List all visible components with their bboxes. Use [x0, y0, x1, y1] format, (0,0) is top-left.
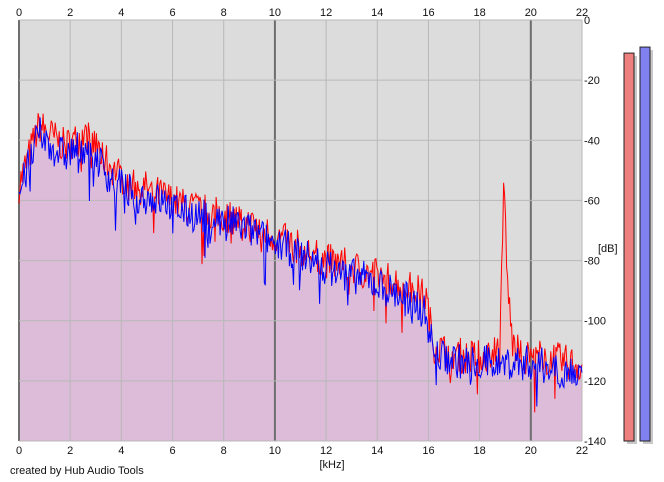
x-tick-label-top: 0	[16, 7, 22, 19]
x-tick-label-top: 16	[422, 7, 434, 19]
y-tick-label: -120	[584, 376, 606, 388]
level-meter-bar	[623, 52, 635, 442]
x-tick-label-bottom: 6	[169, 445, 175, 457]
x-tick-label-top: 2	[67, 7, 73, 19]
y-tick-label: -80	[584, 256, 600, 268]
x-tick-label-bottom: 2	[67, 445, 73, 457]
y-axis-label: [dB]	[598, 243, 618, 255]
x-tick-label-top: 20	[525, 7, 537, 19]
x-tick-label-bottom: 20	[525, 445, 537, 457]
x-tick-label-bottom: 8	[221, 445, 227, 457]
level-meter-bar	[639, 46, 651, 442]
x-tick-label-top: 14	[371, 7, 383, 19]
credit-text: created by Hub Audio Tools	[10, 465, 144, 477]
x-axis-label: [kHz]	[319, 459, 344, 471]
blue-channel-line	[18, 117, 583, 407]
axis-ticks: 002244668810101212141416161818202022220-…	[16, 7, 606, 457]
y-tick-label: 0	[584, 15, 590, 27]
y-tick-label: -20	[584, 75, 600, 87]
x-tick-label-top: 18	[474, 7, 486, 19]
x-tick-label-bottom: 0	[16, 445, 22, 457]
x-tick-label-top: 8	[221, 7, 227, 19]
y-tick-label: -100	[584, 316, 606, 328]
y-tick-label: -60	[584, 195, 600, 207]
x-tick-label-top: 6	[169, 7, 175, 19]
x-tick-label-bottom: 22	[576, 445, 588, 457]
y-tick-label: -140	[584, 436, 606, 448]
x-tick-label-bottom: 10	[269, 445, 281, 457]
level-meters	[623, 46, 653, 445]
x-tick-label-top: 12	[320, 7, 332, 19]
y-tick-label: -40	[584, 135, 600, 147]
x-tick-label-top: 10	[269, 7, 281, 19]
x-tick-label-bottom: 18	[474, 445, 486, 457]
x-tick-label-bottom: 16	[422, 445, 434, 457]
x-tick-label-top: 4	[118, 7, 124, 19]
x-tick-label-bottom: 14	[371, 445, 383, 457]
x-tick-label-bottom: 4	[118, 445, 124, 457]
x-tick-label-top: 22	[576, 7, 588, 19]
x-tick-label-bottom: 12	[320, 445, 332, 457]
